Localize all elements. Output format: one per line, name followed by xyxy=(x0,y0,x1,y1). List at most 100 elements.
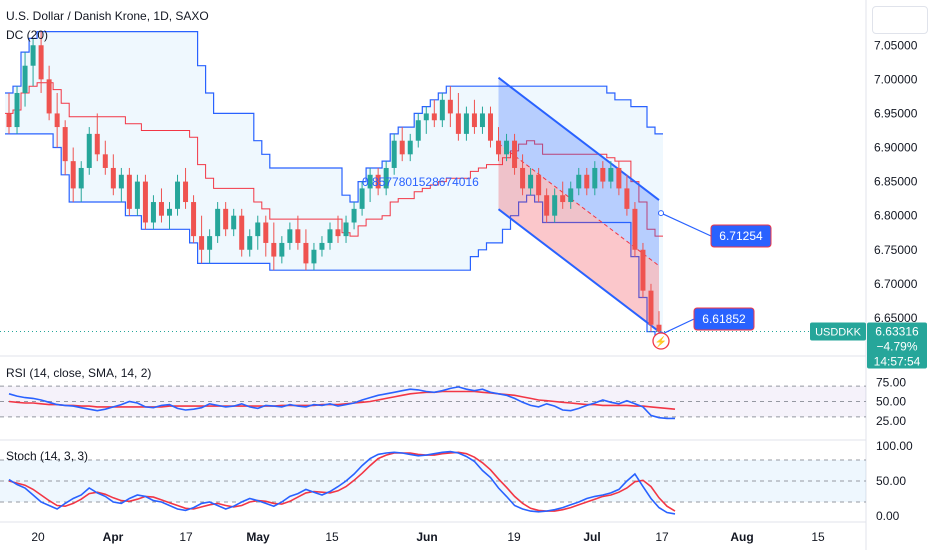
candle-body xyxy=(616,167,622,189)
callout-box-upper xyxy=(710,224,772,248)
regression-median-line xyxy=(498,143,660,267)
rsi-line xyxy=(8,386,675,420)
candle-body xyxy=(343,222,349,237)
rsi-label[interactable]: RSI (14, close, SMA, 14, 2) xyxy=(6,366,152,380)
candle-body xyxy=(463,113,469,134)
candle xyxy=(383,161,389,196)
candle-body xyxy=(30,45,36,66)
flash-alert-icon xyxy=(652,332,670,350)
candle xyxy=(239,208,245,257)
candle-body xyxy=(102,154,108,168)
candle xyxy=(431,99,437,128)
chart-menu-button[interactable] xyxy=(872,6,928,34)
candle xyxy=(375,167,381,196)
candle-body xyxy=(327,229,333,243)
time-axis-tick: Apr xyxy=(103,530,124,544)
candle xyxy=(183,167,189,209)
candle-body xyxy=(648,290,654,325)
candle-body xyxy=(415,120,421,141)
candle-body xyxy=(207,236,213,250)
candle-body xyxy=(158,202,164,216)
candle-body xyxy=(247,236,253,250)
rsi-axis-tick: 75.00 xyxy=(876,375,906,389)
candle xyxy=(624,174,630,216)
candle-body xyxy=(38,45,44,80)
candle xyxy=(46,65,52,121)
candle xyxy=(616,161,622,196)
donchian-fill xyxy=(5,31,663,339)
candle xyxy=(479,106,485,134)
price-axis-tick: 6.95000 xyxy=(874,106,918,120)
stoch-d-line xyxy=(8,451,676,512)
candle-body xyxy=(126,174,132,209)
last-price-tag xyxy=(867,322,927,369)
candle-body xyxy=(375,174,381,189)
candle-body xyxy=(407,140,413,155)
candle-body xyxy=(399,140,405,155)
candle xyxy=(568,181,574,209)
callout-line-upper xyxy=(660,212,712,237)
candle-body xyxy=(54,113,60,128)
rsi-axis-tick: 50.00 xyxy=(876,395,906,409)
candle xyxy=(327,222,333,250)
donchian-label[interactable]: DC (20) xyxy=(6,28,49,42)
candle xyxy=(391,133,397,175)
candle-body xyxy=(520,167,526,189)
candle-body xyxy=(528,174,534,189)
flash-alert-glyph: ⚡ xyxy=(655,335,667,348)
candle xyxy=(536,167,542,203)
candle-body xyxy=(86,133,92,168)
candle-body xyxy=(431,113,437,121)
stoch-label[interactable]: Stoch (14, 3, 3) xyxy=(6,449,89,463)
candle-body xyxy=(568,188,574,203)
candle xyxy=(62,120,68,175)
candle xyxy=(279,236,285,264)
candle xyxy=(263,215,269,257)
last-price-change: −4.79% xyxy=(876,340,917,354)
last-price-value: 6.63316 xyxy=(875,325,919,339)
chart-title: U.S. Dollar / Danish Krone, 1D, SAXO xyxy=(6,9,209,23)
candle-body xyxy=(166,208,172,216)
callout-label-upper: 6.71254 xyxy=(719,229,763,243)
candle-body xyxy=(199,236,205,250)
candle xyxy=(552,188,558,223)
candle xyxy=(14,86,20,134)
price-axis-tick: 7.00000 xyxy=(874,72,918,86)
candle-body xyxy=(271,242,277,257)
candle-body xyxy=(584,174,590,189)
candle xyxy=(544,188,550,223)
candle-body xyxy=(223,208,229,230)
candle-body xyxy=(383,167,389,189)
donchian-lower-line xyxy=(5,133,663,339)
candle-body xyxy=(303,242,309,264)
callout-box-lower xyxy=(693,307,755,331)
rsi-ma-line xyxy=(8,390,676,410)
candle-body xyxy=(367,174,373,189)
candle-body xyxy=(608,167,614,182)
candle xyxy=(447,86,453,128)
regression-lower-line xyxy=(497,208,660,333)
candle xyxy=(471,99,477,134)
candle xyxy=(592,161,598,196)
candle-body xyxy=(46,79,52,114)
candle-body xyxy=(496,140,502,155)
time-axis-tick: 20 xyxy=(31,530,45,544)
candle-body xyxy=(239,215,245,250)
candle-body xyxy=(640,249,646,291)
time-axis-tick: 15 xyxy=(811,530,825,544)
candle xyxy=(118,167,124,203)
candle xyxy=(94,113,100,162)
candle-body xyxy=(536,174,542,196)
candle xyxy=(584,167,590,196)
candle xyxy=(487,106,493,148)
callout-line-lower xyxy=(660,318,695,336)
time-axis-tick: Aug xyxy=(730,530,753,544)
candle xyxy=(359,181,365,216)
candle xyxy=(632,202,638,257)
candle xyxy=(303,229,309,271)
candle-body xyxy=(295,229,301,243)
candle xyxy=(528,167,534,196)
candle xyxy=(86,127,92,175)
candle xyxy=(608,161,614,189)
